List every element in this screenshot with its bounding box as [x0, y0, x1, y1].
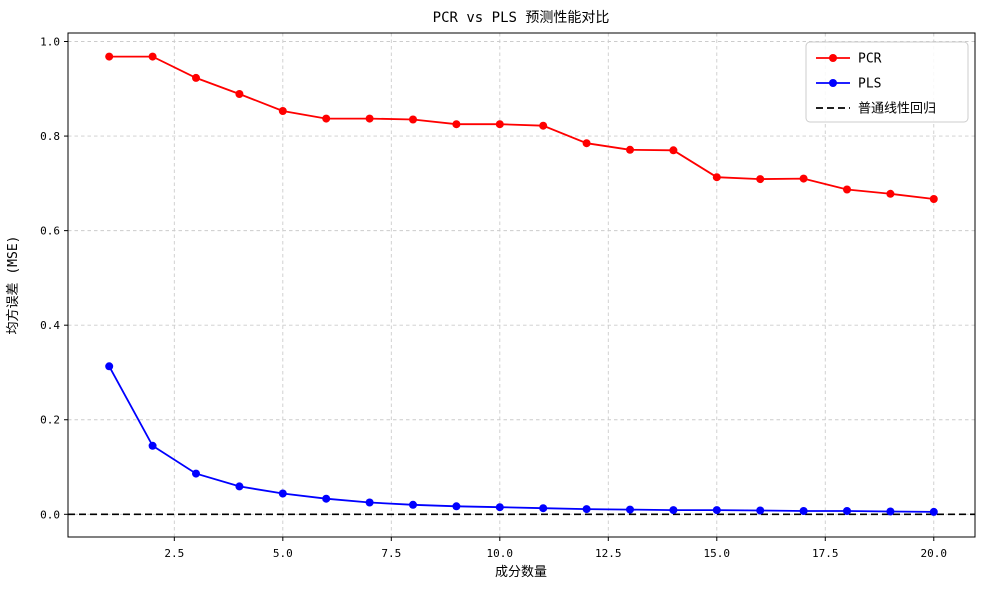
- data-point-pcr: [278, 107, 287, 115]
- x-tick-label: 7.5: [381, 547, 401, 560]
- x-tick-label: 5.0: [273, 547, 293, 560]
- x-tick-label: 2.5: [164, 547, 184, 560]
- x-tick-label: 15.0: [704, 547, 731, 560]
- data-point-pcr: [192, 73, 200, 82]
- series-line-pls: [108, 365, 934, 513]
- chart-title: PCR vs PLS 预测性能对比: [433, 10, 610, 26]
- y-axis-label: 均方误差 (MSE): [5, 236, 21, 335]
- data-point-pcr: [365, 114, 374, 123]
- data-point-pcr: [235, 90, 244, 98]
- data-point-pcr: [886, 189, 895, 198]
- x-tick-label: 17.5: [812, 547, 839, 560]
- legend: PCR PLS 普通线性回归: [805, 41, 969, 123]
- y-tick-label: 0.4: [40, 319, 60, 332]
- data-point-pcr: [539, 121, 548, 130]
- legend-label: PLS: [858, 77, 881, 92]
- data-point-pls: [192, 469, 200, 478]
- data-point-pls: [105, 362, 114, 371]
- x-tick-label: 20.0: [921, 547, 948, 560]
- legend-box: [805, 41, 969, 123]
- data-point-pls: [929, 507, 938, 516]
- data-point-pcr: [929, 195, 938, 203]
- data-point-pcr: [799, 174, 808, 183]
- grid-lines: [68, 33, 975, 537]
- legend-marker: [829, 79, 837, 87]
- data-point-pls: [365, 498, 374, 507]
- data-point-pls: [799, 507, 808, 515]
- data-point-pcr: [669, 146, 678, 155]
- y-tick-label: 1.0: [40, 36, 60, 49]
- y-tick-label: 0.2: [40, 414, 60, 427]
- data-point-pcr: [712, 173, 721, 182]
- data-point-pls: [539, 504, 548, 513]
- data-point-pls: [669, 506, 678, 515]
- data-point-pls: [148, 441, 157, 450]
- data-point-pls: [409, 500, 417, 509]
- y-tick-label: 0.0: [40, 508, 60, 521]
- data-point-pcr: [322, 114, 331, 123]
- data-point-pls: [322, 494, 331, 503]
- data-point-pcr: [626, 145, 634, 154]
- series-line-pcr: [109, 55, 934, 200]
- data-point-pls: [235, 482, 244, 491]
- data-point-pls: [886, 507, 895, 516]
- data-point-pcr: [452, 120, 461, 129]
- plot-frame: [67, 32, 976, 538]
- data-point-pls: [626, 505, 634, 514]
- data-point-pcr: [105, 52, 114, 61]
- axis-ticks: 2.5 5.0 7.5 10.0 12.5 15.0 17.5 20.0 0.0 0.2 0.4 0.…: [40, 36, 947, 560]
- data-point-pls: [843, 507, 851, 515]
- data-point-pls: [582, 505, 591, 514]
- x-tick-label: 12.5: [595, 547, 622, 560]
- y-tick-label: 0.6: [40, 225, 60, 238]
- data-point-pcr: [409, 115, 417, 124]
- data-point-pcr: [843, 185, 851, 194]
- data-point-pls: [712, 506, 721, 515]
- data-point-pcr: [148, 52, 157, 61]
- legend-label: PCR: [858, 52, 882, 67]
- data-point-pcr: [495, 120, 504, 129]
- data-point-pls: [278, 489, 287, 498]
- legend-marker: [829, 54, 837, 62]
- data-point-pls: [756, 506, 765, 515]
- data-point-pcr: [582, 139, 591, 148]
- data-point-pls: [495, 503, 504, 512]
- legend-label: 普通线性回归: [858, 102, 936, 117]
- data-point-pcr: [756, 175, 765, 184]
- x-tick-label: 10.0: [487, 547, 514, 560]
- data-point-pls: [452, 502, 461, 511]
- data-series: [68, 52, 975, 516]
- y-tick-label: 0.8: [40, 130, 60, 143]
- x-axis-label: 成分数量: [495, 565, 547, 580]
